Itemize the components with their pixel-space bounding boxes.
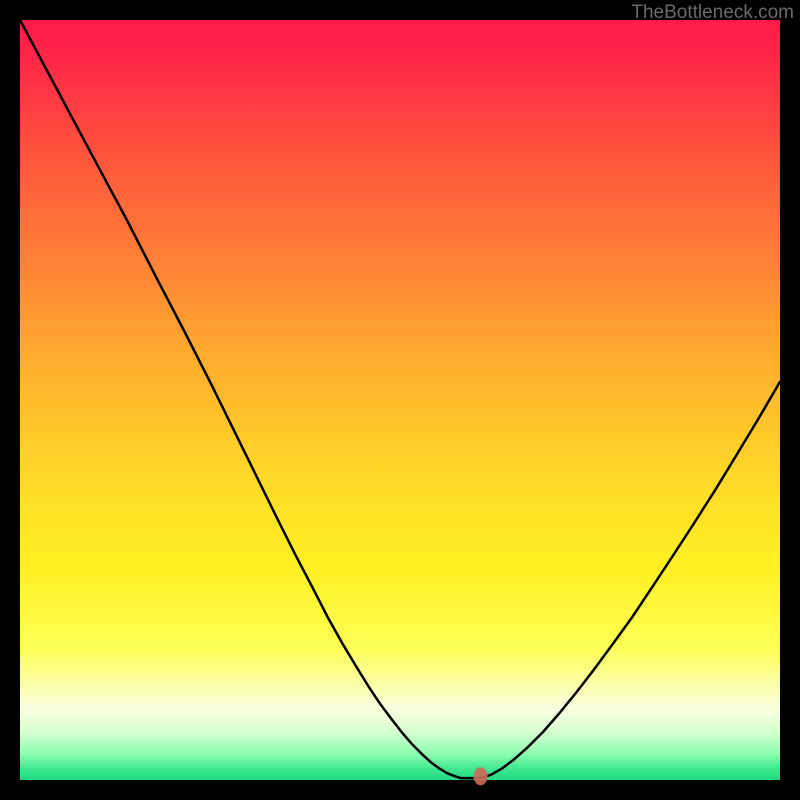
watermark-text: TheBottleneck.com xyxy=(631,2,794,24)
plot-background xyxy=(20,20,780,780)
chart-svg xyxy=(0,0,800,800)
optimum-marker xyxy=(474,767,488,785)
chart-frame: TheBottleneck.com xyxy=(0,0,800,800)
